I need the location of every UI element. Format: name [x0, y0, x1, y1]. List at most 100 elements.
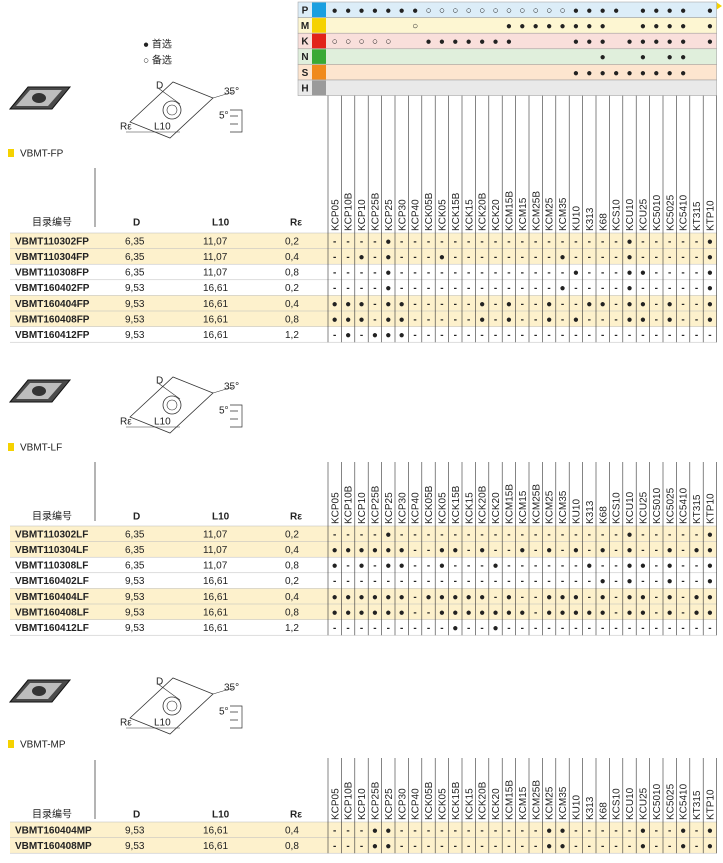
angle-5: 5° — [219, 406, 229, 417]
geometry-diagram: D L10 Rε 35° 5° — [120, 677, 243, 735]
grade-mark: ● — [573, 607, 579, 618]
grade-mark: - — [614, 330, 617, 341]
grade-mark: - — [333, 236, 336, 247]
grade-mark: - — [494, 825, 497, 836]
grade-mark: - — [521, 299, 524, 310]
grade-mark: - — [561, 330, 564, 341]
material-mark: ○ — [372, 37, 378, 48]
grade-mark: - — [467, 236, 470, 247]
insert-outline — [129, 81, 214, 139]
angle-line — [212, 687, 234, 695]
material-mark: ○ — [385, 37, 391, 48]
grade-mark: ● — [399, 299, 405, 310]
cell-re: 0,8 — [285, 607, 299, 618]
grade-mark: - — [614, 592, 617, 603]
material-mark: ● — [626, 68, 632, 79]
cell-code: VBMT160404FP — [15, 299, 90, 310]
grade-mark: ● — [559, 252, 565, 263]
grade-mark: - — [547, 283, 550, 294]
grade-mark: - — [534, 561, 537, 572]
grade-mark: - — [695, 283, 698, 294]
grade-mark: - — [494, 576, 497, 587]
grade-mark: - — [681, 561, 684, 572]
grade-mark: - — [400, 283, 403, 294]
grade-mark: - — [333, 529, 336, 540]
grade-mark: ● — [332, 299, 338, 310]
grade-mark: - — [681, 592, 684, 603]
material-swatch — [312, 2, 326, 18]
dim-l10: L10 — [154, 417, 171, 428]
cell-l10: 11,07 — [203, 236, 228, 247]
grade-mark: ● — [640, 561, 646, 572]
grade-mark: - — [494, 314, 497, 325]
cell-d: 9,53 — [125, 314, 145, 325]
grade-name: KCP40 — [411, 492, 422, 524]
grade-mark: - — [454, 330, 457, 341]
grade-mark: - — [521, 252, 524, 263]
grade-name: KCK20 — [491, 788, 502, 820]
grade-mark: - — [521, 623, 524, 634]
insert-hole-inner — [166, 104, 178, 116]
grade-mark: - — [427, 283, 430, 294]
grade-mark: ● — [600, 576, 606, 587]
insert-hole — [162, 100, 182, 120]
insert-icon-hole — [32, 93, 46, 103]
grade-mark: - — [440, 841, 443, 852]
cell-re: 0,4 — [285, 252, 299, 263]
grade-mark: - — [588, 236, 591, 247]
grade-name: KCK15 — [464, 492, 475, 524]
grade-mark: - — [360, 330, 363, 341]
grade-mark: - — [547, 623, 550, 634]
grade-mark: - — [521, 268, 524, 279]
material-label: K — [301, 37, 309, 48]
grade-mark: - — [373, 561, 376, 572]
grade-mark: - — [387, 623, 390, 634]
grade-mark: ● — [492, 607, 498, 618]
geometry-diagram: D L10 Rε 35° 5° — [120, 81, 243, 139]
grade-mark: - — [467, 576, 470, 587]
grade-mark: - — [507, 330, 510, 341]
row-highlight — [10, 295, 717, 311]
grade-mark: - — [507, 252, 510, 263]
grade-name: K68 — [598, 802, 609, 820]
grade-mark: - — [641, 576, 644, 587]
material-mark: ○ — [439, 5, 445, 16]
grade-mark: ● — [680, 825, 686, 836]
material-swatch — [312, 80, 326, 96]
grade-mark: - — [400, 236, 403, 247]
grade-mark: ● — [385, 561, 391, 572]
material-mark: ● — [573, 21, 579, 32]
grade-mark: - — [655, 841, 658, 852]
cell-d: 9,53 — [125, 330, 145, 341]
grade-mark: - — [681, 330, 684, 341]
column-header: 目录编号 — [32, 216, 72, 229]
material-mark: ● — [640, 52, 646, 63]
grade-mark: - — [333, 841, 336, 852]
grade-mark: - — [507, 825, 510, 836]
grade-mark: - — [588, 825, 591, 836]
grade-mark: ● — [546, 299, 552, 310]
material-mark: ● — [707, 5, 713, 16]
dim-re: Rε — [120, 718, 132, 729]
grade-mark: - — [601, 825, 604, 836]
grade-name: KCP10B — [344, 192, 355, 231]
grade-mark: ● — [506, 607, 512, 618]
cell-d: 9,53 — [125, 623, 145, 634]
grade-mark: - — [601, 623, 604, 634]
grade-mark: ● — [707, 252, 713, 263]
column-header: Rε — [290, 218, 302, 229]
grade-mark: ● — [626, 576, 632, 587]
grade-name: KC5010 — [652, 487, 663, 524]
grade-mark: - — [708, 623, 711, 634]
cell-code: VBMT160404LF — [15, 592, 89, 603]
cell-l10: 16,61 — [203, 299, 228, 310]
grade-mark: - — [521, 561, 524, 572]
grade-mark: - — [681, 268, 684, 279]
grade-name: KCM25B — [531, 191, 542, 231]
grade-mark: - — [507, 841, 510, 852]
grade-mark: - — [440, 825, 443, 836]
cell-code: VBMT110308FP — [15, 268, 89, 279]
grade-mark: - — [400, 529, 403, 540]
grade-mark: - — [427, 545, 430, 556]
grade-mark: - — [655, 252, 658, 263]
